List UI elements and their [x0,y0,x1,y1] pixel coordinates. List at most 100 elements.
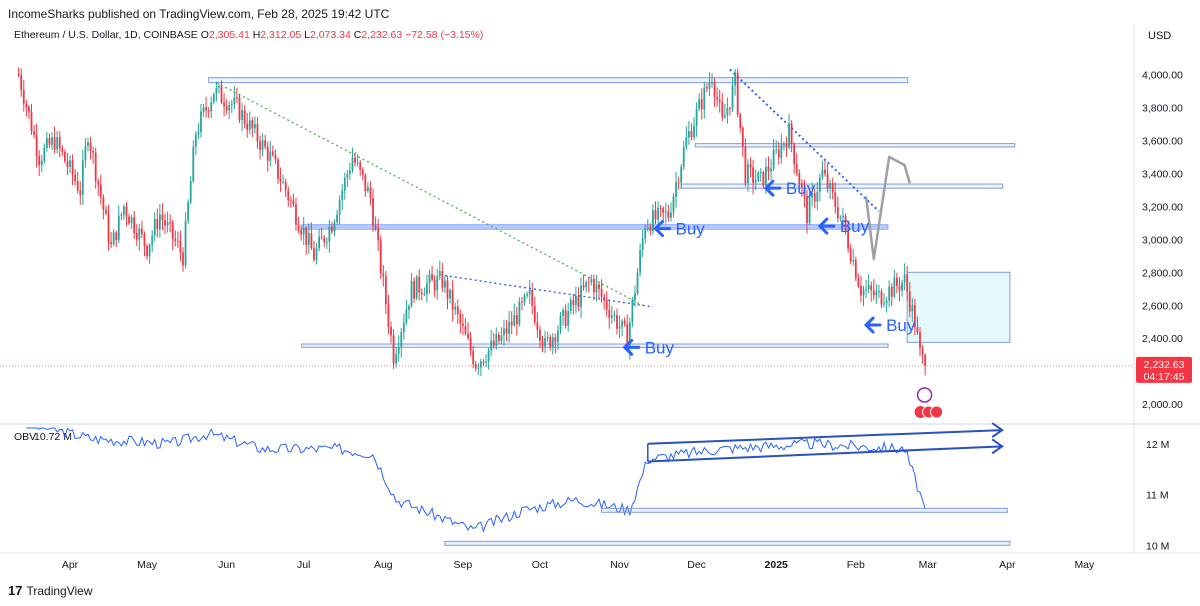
candle-body [405,309,408,323]
candle-body [495,334,498,346]
candle-down [441,262,444,293]
candle-body [146,245,148,257]
candle-body [772,150,775,169]
candle-up [315,242,318,265]
candle-body [325,241,328,243]
candle-body [749,164,752,168]
candle-down [659,204,662,218]
candle-body [497,334,500,342]
candle-body [71,160,74,176]
candle-up [184,212,187,269]
candle-up [675,171,677,208]
candle-up [495,327,498,350]
candle-up [508,310,511,343]
resistance-box-top [208,77,909,84]
price-tick-label: 3,600.00 [1142,135,1183,147]
candle-body [477,367,480,369]
candle-down [793,142,796,174]
candle-body [305,228,308,245]
candle-down [390,321,392,344]
currency-label[interactable]: USD [1148,30,1172,42]
candle-up [503,319,505,346]
candle-body [893,277,896,297]
arrow-left-icon [622,338,641,356]
candle-body [346,174,349,178]
candle-body [151,235,154,246]
time-tick-label: May [1074,559,1095,571]
time-tick-label: Aug [374,559,393,571]
candle-body [359,162,362,170]
candle-up [400,327,403,358]
candle-body [613,315,616,317]
candle-up [703,81,706,119]
candle-body [544,337,546,347]
candle-body [323,237,326,243]
low-value: 2,073.34 [309,29,351,41]
downtrend-line-blue [729,68,880,212]
candle-body [474,364,477,369]
candle-down [718,89,721,113]
candle-up [230,99,233,114]
candle-body [885,300,888,304]
candle-down [58,131,61,158]
obv-series-line [26,427,926,533]
price-tick-label: 2,000.00 [1142,399,1183,411]
candle-body [803,187,806,197]
candle-body [736,72,739,115]
candle-down [295,197,297,231]
low-label: L [304,29,310,41]
symbol-name: Ethereum / U.S. Dollar, 1D, COINBASE [14,29,198,41]
uptrend-line-blue [444,274,654,308]
candle-body [418,276,421,293]
candle-down [515,307,518,336]
candle-up [194,131,197,156]
candle-body [112,232,115,245]
candle-down [38,150,41,177]
candle-down [785,136,788,157]
candle-down [605,291,608,317]
candle-down [721,92,724,122]
candle-down [28,104,30,119]
candle-body [233,97,236,104]
candle-down [243,105,246,129]
candle-up [81,149,84,205]
candle-down [451,280,454,322]
candle-down [433,274,436,298]
candle-body [441,271,444,288]
candle-body [649,227,652,232]
obv-low-box [444,540,1011,546]
candle-down [220,80,223,105]
candle-body [182,252,184,266]
candle-down [161,203,164,231]
candle-body [585,282,588,288]
candle-body [38,156,41,165]
candle-up [595,275,598,302]
candle-down [392,329,395,369]
candle-body [171,222,174,239]
candle-body [600,288,603,297]
candle-up [618,315,621,338]
candle-body [718,99,721,103]
candle-down [279,167,282,192]
candle-down [803,179,806,208]
tradingview-logo[interactable]: 17 TradingView [8,583,93,598]
candle-down [48,133,51,149]
candle-body [349,170,351,175]
candle-down [133,211,136,239]
candle-body [176,240,179,242]
candle-up [487,347,490,370]
candle-up [500,327,503,345]
candle-up [875,284,878,304]
candle-up [747,159,749,192]
candle-down [89,136,92,160]
candle-body [261,140,264,150]
price-tick-label: 3,200.00 [1142,201,1183,213]
candle-body [223,102,225,107]
candle-down [474,360,477,372]
candle-body [836,207,839,219]
candle-body [723,115,726,118]
candle-down [729,106,731,116]
candle-body [43,147,46,161]
candle-up [444,275,446,293]
